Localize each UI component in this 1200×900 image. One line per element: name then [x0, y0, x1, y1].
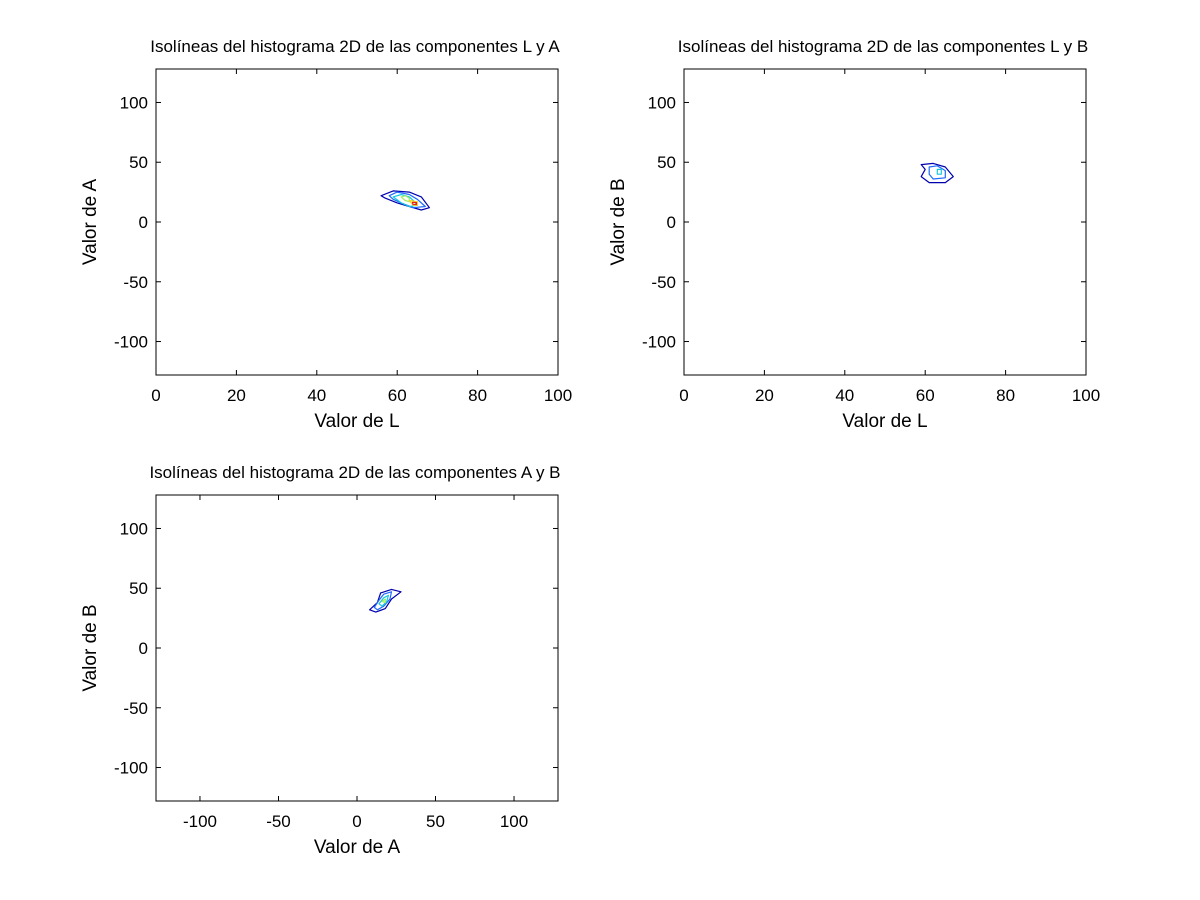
chart-title: Isolíneas del histograma 2D de las compo… — [678, 37, 1088, 56]
x-tick-label: 60 — [916, 386, 935, 405]
contour-line-level-3 — [378, 594, 389, 607]
y-tick-label: 50 — [129, 579, 148, 598]
x-tick-label: 80 — [468, 386, 487, 405]
y-tick-label: -50 — [123, 699, 148, 718]
x-tick-label: 0 — [352, 812, 361, 831]
contour-line-level-1 — [369, 588, 402, 613]
subplot-3: -100 -50 0 50 100 100 50 0 -50 -100 Isolíneas del … — [80, 463, 561, 858]
x-axis-label: Valor de A — [314, 837, 401, 858]
y-tick-label: 0 — [139, 639, 148, 658]
x-tick-label: 80 — [996, 386, 1015, 405]
x-tick-label: 50 — [426, 812, 445, 831]
y-tick-label: 0 — [667, 213, 676, 232]
x-tick-label: 20 — [227, 386, 246, 405]
y-tick-label: -50 — [651, 273, 676, 292]
contour-line-level-1 — [380, 190, 430, 211]
contour-line-level-2 — [373, 591, 393, 611]
axes-frame — [155, 68, 559, 376]
subplot-2: 0 20 40 60 80 100 100 50 0 -50 -100 Isolíneas del h… — [608, 37, 1100, 432]
x-tick-label: 40 — [307, 386, 326, 405]
y-tick-label: 0 — [139, 213, 148, 232]
contour-line-level-2 — [928, 165, 946, 180]
y-tick-label: -100 — [114, 759, 148, 778]
x-tick-label: -50 — [266, 812, 291, 831]
contour-line-level-4 — [381, 598, 386, 604]
y-tick-label: 100 — [120, 519, 148, 538]
x-axis-label: Valor de L — [314, 411, 399, 432]
x-tick-label: 100 — [500, 812, 528, 831]
x-tick-label: 0 — [151, 386, 160, 405]
contour-line-level-3 — [936, 168, 942, 175]
x-tick-label: 100 — [1072, 386, 1100, 405]
axes-frame — [683, 68, 1087, 376]
contour-line-level-2 — [388, 191, 426, 209]
subplot-1: 0 20 40 60 80 100 100 50 0 -50 -100 Isolíneas del h… — [80, 37, 572, 432]
axes-frame — [155, 494, 559, 802]
y-tick-label: 50 — [129, 153, 148, 172]
y-tick-label: -100 — [642, 333, 676, 352]
x-tick-label: 0 — [679, 386, 688, 405]
contour-line-level-4 — [400, 195, 410, 203]
y-tick-label: 100 — [120, 93, 148, 112]
x-tick-label: -100 — [183, 812, 217, 831]
y-tick-label: 50 — [657, 153, 676, 172]
y-axis-label: Valor de B — [608, 178, 629, 265]
x-tick-label: 20 — [755, 386, 774, 405]
y-axis-label: Valor de B — [80, 604, 101, 691]
x-tick-label: 60 — [388, 386, 407, 405]
x-tick-label: 40 — [835, 386, 854, 405]
contour-line-level-5 — [408, 199, 418, 206]
y-axis-label: Valor de A — [80, 179, 101, 266]
chart-title: Isolíneas del histograma 2D de las compo… — [150, 37, 560, 56]
x-axis-label: Valor de L — [842, 411, 927, 432]
chart-title: Isolíneas del histograma 2D de las compo… — [149, 463, 560, 482]
y-tick-label: 100 — [648, 93, 676, 112]
contour-line-level-6 — [411, 201, 418, 206]
y-tick-label: -50 — [123, 273, 148, 292]
y-tick-label: -100 — [114, 333, 148, 352]
contour-line-level-1 — [920, 162, 954, 184]
x-tick-label: 100 — [544, 386, 572, 405]
